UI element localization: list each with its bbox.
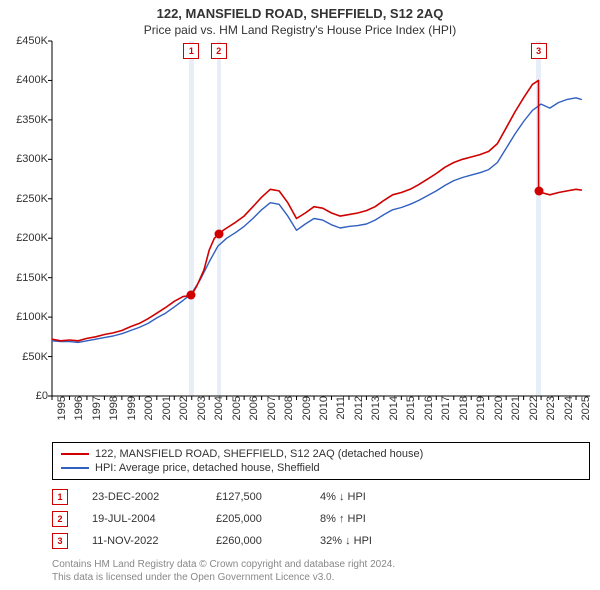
event-row: 2 19-JUL-2004 £205,000 8% ↑ HPI: [52, 508, 590, 530]
legend: 122, MANSFIELD ROAD, SHEFFIELD, S12 2AQ …: [52, 442, 590, 480]
x-tick-label: 2009: [297, 396, 313, 420]
y-tick-label: £150K: [16, 272, 52, 284]
page-title: 122, MANSFIELD ROAD, SHEFFIELD, S12 2AQ: [0, 0, 600, 21]
x-tick-label: 2020: [489, 396, 505, 420]
x-tick-label: 2015: [401, 396, 417, 420]
event-price: £260,000: [216, 535, 296, 547]
footer: Contains HM Land Registry data © Crown c…: [52, 558, 590, 584]
x-tick-label: 2018: [454, 396, 470, 420]
x-tick-label: 2005: [227, 396, 243, 420]
x-tick-label: 2001: [157, 396, 173, 420]
x-tick-label: 2013: [366, 396, 382, 420]
sale-marker: 1: [183, 43, 199, 59]
x-tick-label: 2006: [244, 396, 260, 420]
event-price: £205,000: [216, 513, 296, 525]
sale-marker: 2: [211, 43, 227, 59]
sale-dot: [214, 230, 223, 239]
event-date: 11-NOV-2022: [92, 535, 192, 547]
event-marker: 3: [52, 533, 68, 549]
legend-item: HPI: Average price, detached house, Shef…: [61, 461, 581, 475]
sale-dot: [187, 291, 196, 300]
event-delta: 8% ↑ HPI: [320, 513, 410, 525]
y-tick-label: £300K: [16, 153, 52, 165]
chart-lines: [52, 41, 590, 396]
sale-dot: [534, 186, 543, 195]
event-row: 3 11-NOV-2022 £260,000 32% ↓ HPI: [52, 530, 590, 552]
y-tick-label: £400K: [16, 74, 52, 86]
y-tick-label: £250K: [16, 193, 52, 205]
event-date: 19-JUL-2004: [92, 513, 192, 525]
x-tick-label: 2016: [419, 396, 435, 420]
page-subtitle: Price paid vs. HM Land Registry's House …: [0, 21, 600, 41]
x-tick-label: 2024: [559, 396, 575, 420]
y-tick-label: £450K: [16, 35, 52, 47]
event-marker: 1: [52, 489, 68, 505]
x-tick-label: 2011: [331, 396, 347, 420]
x-tick-label: 2002: [174, 396, 190, 420]
x-tick-label: 1995: [52, 396, 68, 420]
footer-line2: This data is licensed under the Open Gov…: [52, 571, 590, 584]
x-tick-label: 2014: [384, 396, 400, 420]
event-marker: 2: [52, 511, 68, 527]
x-tick-label: 2003: [192, 396, 208, 420]
x-tick-label: 1997: [87, 396, 103, 420]
legend-label: HPI: Average price, detached house, Shef…: [95, 462, 320, 474]
x-tick-label: 2004: [209, 396, 225, 420]
x-tick-label: 2025: [576, 396, 592, 420]
x-tick-label: 2010: [314, 396, 330, 420]
y-tick-label: £50K: [22, 351, 52, 363]
y-tick-label: £350K: [16, 114, 52, 126]
x-tick-label: 2023: [541, 396, 557, 420]
x-tick-label: 2021: [506, 396, 522, 420]
x-tick-label: 1996: [69, 396, 85, 420]
event-row: 1 23-DEC-2002 £127,500 4% ↓ HPI: [52, 486, 590, 508]
event-delta: 32% ↓ HPI: [320, 535, 410, 547]
x-tick-label: 1998: [104, 396, 120, 420]
x-tick-label: 2022: [524, 396, 540, 420]
x-tick-label: 2008: [279, 396, 295, 420]
x-tick-label: 1999: [122, 396, 138, 420]
legend-swatch: [61, 467, 89, 469]
events-table: 1 23-DEC-2002 £127,500 4% ↓ HPI 2 19-JUL-2004…: [52, 486, 590, 552]
event-delta: 4% ↓ HPI: [320, 491, 410, 503]
event-price: £127,500: [216, 491, 296, 503]
sale-marker: 3: [531, 43, 547, 59]
legend-swatch: [61, 453, 89, 455]
footer-line1: Contains HM Land Registry data © Crown c…: [52, 558, 590, 571]
x-tick-label: 2007: [262, 396, 278, 420]
legend-item: 122, MANSFIELD ROAD, SHEFFIELD, S12 2AQ …: [61, 447, 581, 461]
y-tick-label: £200K: [16, 232, 52, 244]
legend-label: 122, MANSFIELD ROAD, SHEFFIELD, S12 2AQ …: [95, 448, 423, 460]
x-tick-label: 2017: [436, 396, 452, 420]
chart: £0£50K£100K£150K£200K£250K£300K£350K£400…: [52, 41, 590, 396]
x-tick-label: 2012: [349, 396, 365, 420]
event-date: 23-DEC-2002: [92, 491, 192, 503]
x-tick-label: 2019: [471, 396, 487, 420]
x-tick-label: 2000: [139, 396, 155, 420]
y-tick-label: £100K: [16, 311, 52, 323]
